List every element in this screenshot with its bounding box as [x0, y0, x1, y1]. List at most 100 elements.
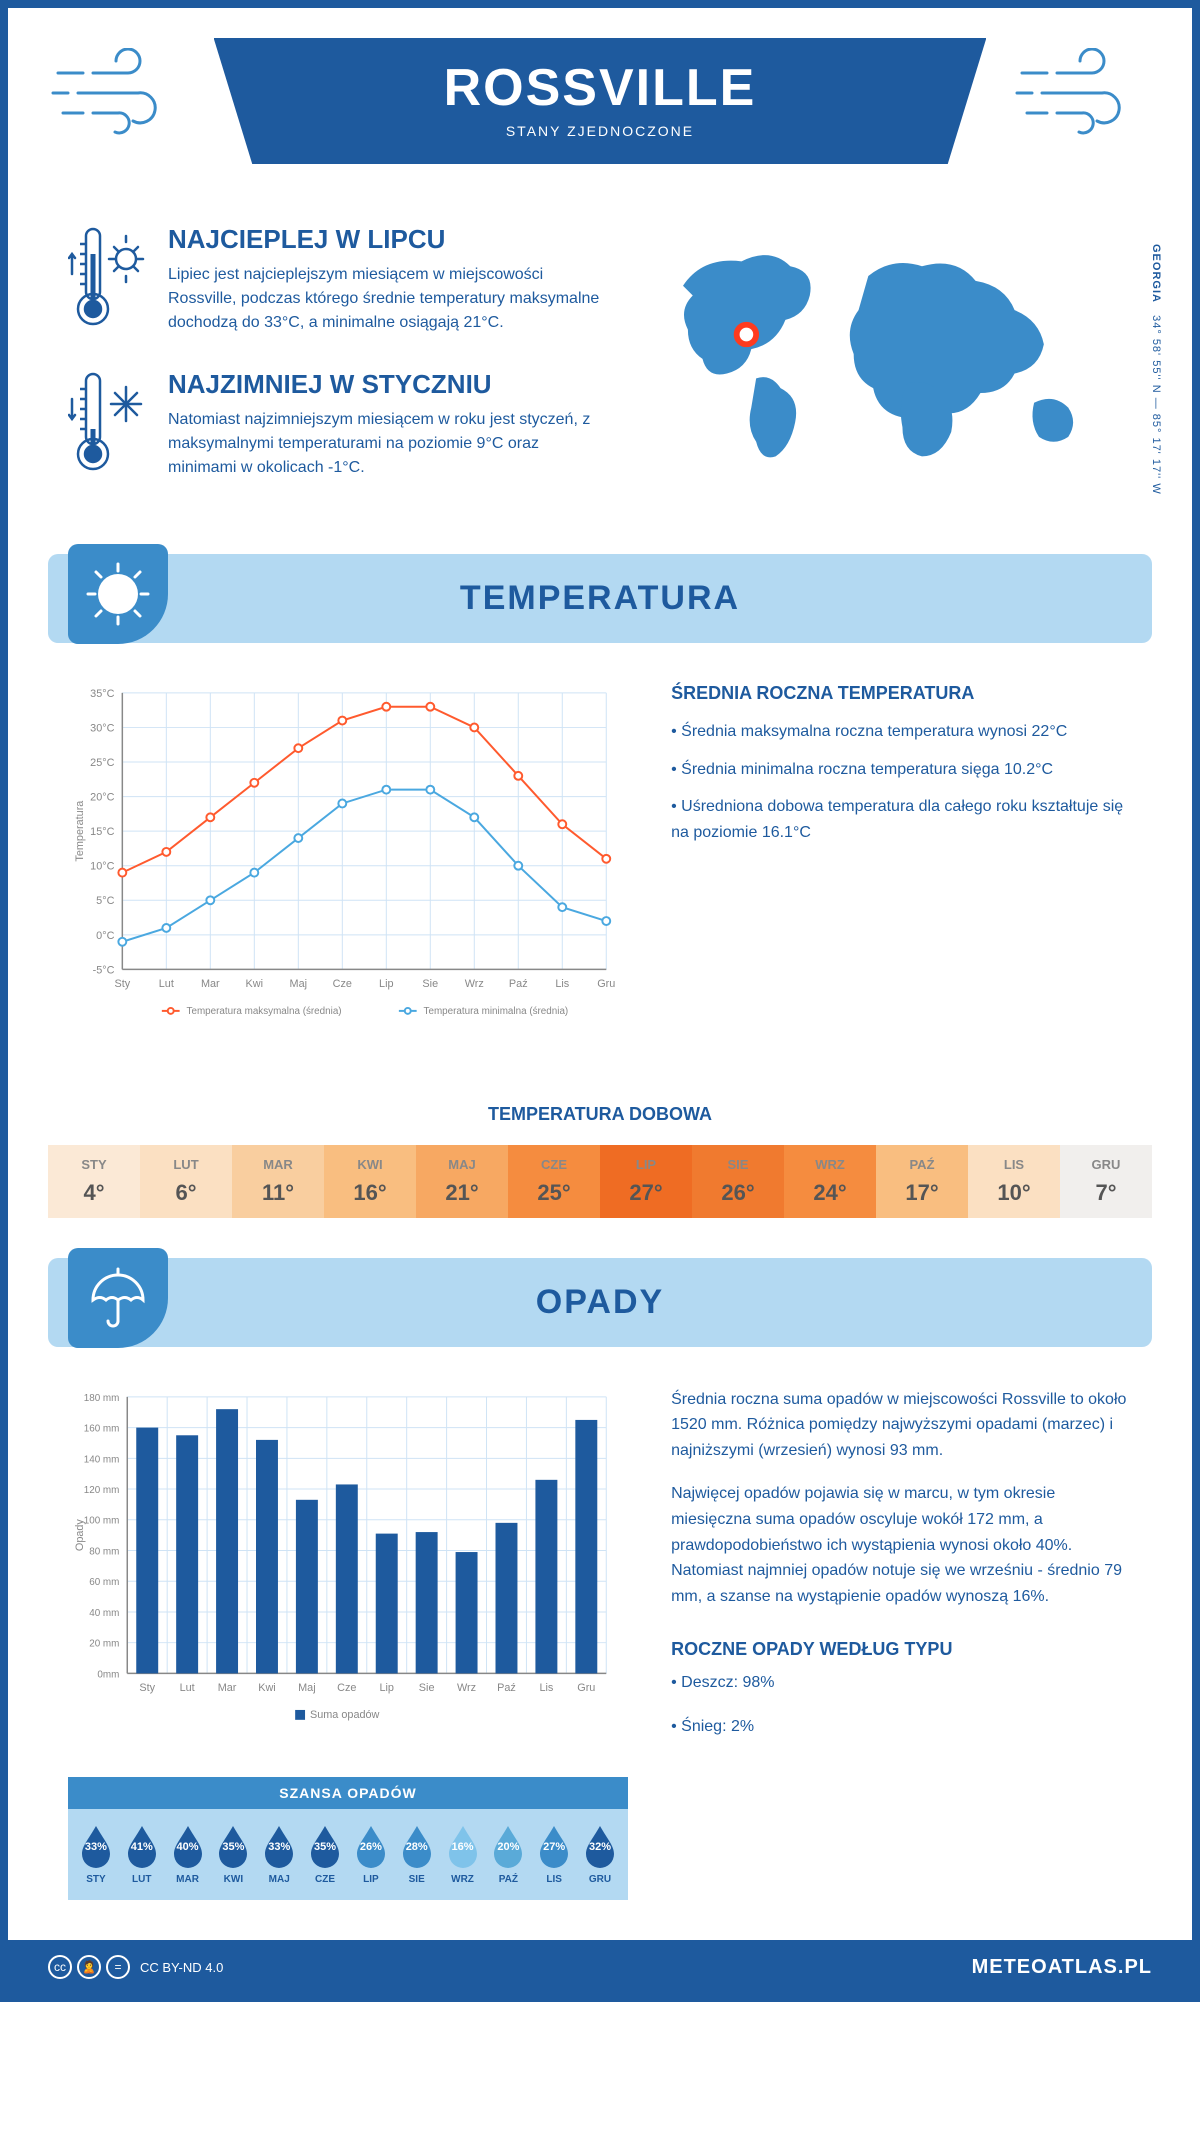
- daily-month: GRU: [1060, 1157, 1152, 1172]
- svg-text:Sie: Sie: [422, 978, 438, 990]
- daily-month: WRZ: [784, 1157, 876, 1172]
- drop-icon: 28%: [399, 1824, 435, 1868]
- intro-facts: NAJCIEPLEJ W LIPCU Lipiec jest najcieple…: [68, 224, 604, 514]
- svg-text:Gru: Gru: [577, 1682, 595, 1694]
- chance-box: SZANSA OPADÓW 33% STY 41% LUT 40% MAR 35…: [68, 1777, 628, 1900]
- state-label: GEORGIA: [1150, 244, 1162, 303]
- chance-month: STY: [73, 1874, 119, 1885]
- daily-cell: SIE 26°: [692, 1145, 784, 1218]
- daily-month: STY: [48, 1157, 140, 1172]
- daily-month: LUT: [140, 1157, 232, 1172]
- drop-icon: 26%: [353, 1824, 389, 1868]
- daily-temp-row: STY 4° LUT 6° MAR 11° KWI 16° MAJ 21° CZ…: [48, 1145, 1152, 1218]
- temp-summary: ŚREDNIA ROCZNA TEMPERATURA • Średnia mak…: [671, 683, 1132, 1044]
- chance-cell: 41% LUT: [119, 1824, 165, 1885]
- chance-cell: 35% KWI: [210, 1824, 256, 1885]
- precip-bar-chart: 0mm20 mm40 mm60 mm80 mm100 mm120 mm140 m…: [68, 1387, 621, 1758]
- chance-value: 35%: [314, 1842, 336, 1854]
- country-subtitle: STANY ZJEDNOCZONE: [294, 123, 907, 139]
- world-map-icon: [644, 224, 1132, 484]
- temp-heading: TEMPERATURA: [48, 579, 1152, 618]
- chance-cell: 35% CZE: [302, 1824, 348, 1885]
- daily-value: 24°: [784, 1180, 876, 1206]
- nd-icon: =: [106, 1955, 130, 1979]
- precip-type-snow: • Śnieg: 2%: [671, 1714, 1132, 1740]
- city-title: ROSSVILLE: [294, 58, 907, 118]
- svg-text:Temperatura minimalna (średnia: Temperatura minimalna (średnia): [424, 1006, 569, 1017]
- chance-month: MAJ: [256, 1874, 302, 1885]
- license-text: CC BY-ND 4.0: [140, 1960, 223, 1975]
- daily-cell: LIP 27°: [600, 1145, 692, 1218]
- svg-text:Kwi: Kwi: [246, 978, 263, 990]
- svg-text:20 mm: 20 mm: [89, 1638, 119, 1649]
- svg-text:0mm: 0mm: [97, 1669, 119, 1680]
- chance-month: GRU: [577, 1874, 623, 1885]
- svg-text:-5°C: -5°C: [93, 964, 115, 976]
- svg-text:Paź: Paź: [497, 1682, 516, 1694]
- daily-value: 26°: [692, 1180, 784, 1206]
- chance-value: 41%: [131, 1842, 153, 1854]
- intro-section: NAJCIEPLEJ W LIPCU Lipiec jest najcieple…: [8, 204, 1192, 554]
- coords-text: 34° 58' 55'' N — 85° 17' 17'' W: [1150, 315, 1162, 495]
- daily-month: MAR: [232, 1157, 324, 1172]
- chance-month: LUT: [119, 1874, 165, 1885]
- svg-text:180 mm: 180 mm: [84, 1392, 120, 1403]
- svg-text:140 mm: 140 mm: [84, 1454, 120, 1465]
- thermometer-snow-icon: [68, 369, 148, 484]
- fact-cold-text: Natomiast najzimniejszym miesiącem w rok…: [168, 408, 604, 480]
- svg-text:100 mm: 100 mm: [84, 1515, 120, 1526]
- temp-line-chart: -5°C0°C5°C10°C15°C20°C25°C30°C35°CStyLut…: [68, 683, 621, 1044]
- daily-cell: CZE 25°: [508, 1145, 600, 1218]
- wind-icon: [1012, 48, 1152, 138]
- drop-icon: 40%: [170, 1824, 206, 1868]
- svg-text:60 mm: 60 mm: [89, 1577, 119, 1588]
- chance-cell: 40% MAR: [165, 1824, 211, 1885]
- svg-text:Temperatura: Temperatura: [74, 800, 86, 862]
- daily-cell: MAR 11°: [232, 1145, 324, 1218]
- svg-text:Lut: Lut: [159, 978, 174, 990]
- precip-summary: Średnia roczna suma opadów w miejscowośc…: [671, 1387, 1132, 1758]
- by-icon: 🙎: [77, 1955, 101, 1979]
- chance-month: KWI: [210, 1874, 256, 1885]
- chance-value: 40%: [177, 1842, 199, 1854]
- svg-text:Temperatura maksymalna (średni: Temperatura maksymalna (średnia): [187, 1006, 342, 1017]
- svg-text:Cze: Cze: [333, 978, 352, 990]
- intro-map: GEORGIA 34° 58' 55'' N — 85° 17' 17'' W: [644, 224, 1132, 514]
- daily-temp-title: TEMPERATURA DOBOWA: [8, 1104, 1192, 1125]
- cc-icon: cc: [48, 1955, 72, 1979]
- daily-value: 10°: [968, 1180, 1060, 1206]
- footer-site: METEOATLAS.PL: [972, 1956, 1152, 1979]
- daily-cell: KWI 16°: [324, 1145, 416, 1218]
- svg-text:Mar: Mar: [218, 1682, 237, 1694]
- precip-heading: OPADY: [48, 1283, 1152, 1322]
- drop-icon: 32%: [582, 1824, 618, 1868]
- precip-type-title: ROCZNE OPADY WEDŁUG TYPU: [671, 1639, 1132, 1660]
- daily-value: 25°: [508, 1180, 600, 1206]
- daily-cell: WRZ 24°: [784, 1145, 876, 1218]
- drop-icon: 41%: [124, 1824, 160, 1868]
- svg-text:Sie: Sie: [419, 1682, 435, 1694]
- svg-text:0°C: 0°C: [96, 930, 114, 942]
- footer-license: cc 🙎 = CC BY-ND 4.0: [48, 1955, 223, 1979]
- svg-text:Sty: Sty: [114, 978, 130, 990]
- svg-text:15°C: 15°C: [90, 826, 114, 838]
- chance-cell: 26% LIP: [348, 1824, 394, 1885]
- temp-side-p1: • Średnia maksymalna roczna temperatura …: [671, 719, 1132, 745]
- precip-chart-row: 0mm20 mm40 mm60 mm80 mm100 mm120 mm140 m…: [8, 1347, 1192, 1778]
- svg-text:Maj: Maj: [298, 1682, 315, 1694]
- page: ROSSVILLE STANY ZJEDNOCZONE NAJCIEPLEJ W…: [0, 0, 1200, 2002]
- temp-side-p2: • Średnia minimalna roczna temperatura s…: [671, 757, 1132, 783]
- svg-text:80 mm: 80 mm: [89, 1546, 119, 1557]
- umbrella-icon: [68, 1248, 168, 1348]
- chance-value: 16%: [452, 1842, 474, 1854]
- daily-cell: STY 4°: [48, 1145, 140, 1218]
- fact-coldest: NAJZIMNIEJ W STYCZNIU Natomiast najzimni…: [68, 369, 604, 484]
- svg-text:160 mm: 160 mm: [84, 1423, 120, 1434]
- chance-month: MAR: [165, 1874, 211, 1885]
- daily-cell: LIS 10°: [968, 1145, 1060, 1218]
- svg-text:Lis: Lis: [539, 1682, 553, 1694]
- temp-section-banner: TEMPERATURA: [48, 554, 1152, 643]
- chance-title: SZANSA OPADÓW: [68, 1777, 628, 1809]
- daily-month: SIE: [692, 1157, 784, 1172]
- svg-text:Sty: Sty: [139, 1682, 155, 1694]
